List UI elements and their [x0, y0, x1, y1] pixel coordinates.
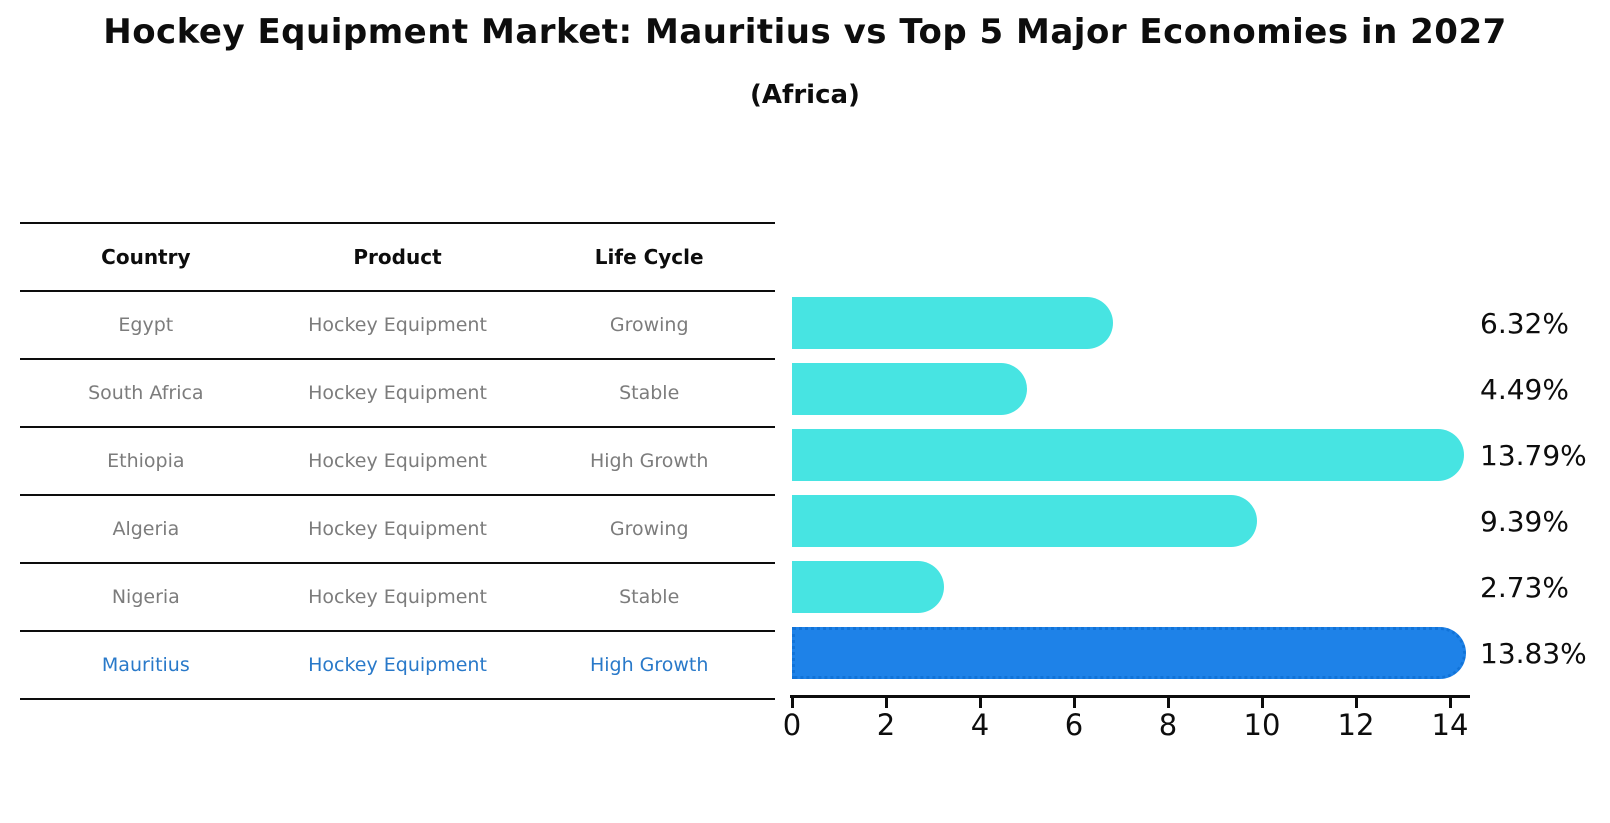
x-axis-line [790, 695, 1470, 698]
country-table: Country Product Life Cycle Egypt Hockey … [20, 222, 775, 700]
x-axis-tick [1261, 697, 1264, 708]
cell-life-cycle: Growing [609, 314, 689, 336]
x-axis-tick-label: 12 [1337, 708, 1375, 742]
bar-algeria [792, 495, 1257, 547]
cell-product: Hockey Equipment [308, 382, 487, 404]
cell-country: Algeria [112, 518, 180, 540]
cell-product: Hockey Equipment [308, 654, 487, 676]
cell-product: Hockey Equipment [308, 314, 487, 336]
cell-country: Egypt [118, 314, 174, 336]
x-axis-tick [791, 697, 794, 708]
header-product: Product [353, 245, 442, 269]
value-label-ethiopia: 13.79% [1480, 438, 1587, 472]
x-axis-tick-label: 0 [782, 708, 802, 742]
header-life-cycle: Life Cycle [594, 245, 704, 269]
x-axis-tick [1355, 697, 1358, 708]
x-axis-tick-label: 2 [876, 708, 896, 742]
cell-life-cycle: Stable [619, 586, 680, 608]
cell-country: Ethiopia [107, 450, 185, 472]
x-axis-tick-label: 8 [1158, 708, 1178, 742]
x-axis-tick [979, 697, 982, 708]
x-axis-tick [1073, 697, 1076, 708]
x-axis-tick [1167, 697, 1170, 708]
cell-life-cycle: High Growth [589, 450, 709, 472]
cell-product: Hockey Equipment [308, 586, 487, 608]
cell-product: Hockey Equipment [308, 450, 487, 472]
x-axis-tick-label: 14 [1431, 708, 1469, 742]
value-label-egypt: 6.32% [1480, 306, 1569, 340]
cell-country: South Africa [88, 382, 204, 404]
chart-subtitle: (Africa) [750, 80, 860, 110]
cell-product: Hockey Equipment [308, 518, 487, 540]
table-row: Algeria Hockey Equipment Growing [20, 494, 775, 562]
x-axis-tick [1449, 697, 1452, 708]
table-row: Egypt Hockey Equipment Growing [20, 290, 775, 358]
chart-title: Hockey Equipment Market: Mauritius vs To… [103, 12, 1507, 52]
table-row: South Africa Hockey Equipment Stable [20, 358, 775, 426]
bar-nigeria [792, 561, 944, 613]
table-row: Ethiopia Hockey Equipment High Growth [20, 426, 775, 494]
value-label-nigeria: 2.73% [1480, 570, 1569, 604]
header-country: Country [101, 245, 191, 269]
table-header-row: Country Product Life Cycle [20, 224, 775, 290]
table-row: Nigeria Hockey Equipment Stable [20, 562, 775, 630]
cell-country: Nigeria [111, 586, 180, 608]
bar-mauritius [792, 627, 1466, 679]
x-axis-tick [885, 697, 888, 708]
cell-life-cycle: Growing [609, 518, 689, 540]
x-axis-tick-label: 6 [1064, 708, 1084, 742]
bar-south-africa [792, 363, 1027, 415]
bar-ethiopia [792, 429, 1464, 481]
value-label-mauritius: 13.83% [1480, 636, 1587, 670]
cell-life-cycle: Stable [619, 382, 680, 404]
table-row-highlighted: Mauritius Hockey Equipment High Growth [20, 630, 775, 698]
x-axis-tick-label: 4 [970, 708, 990, 742]
cell-country: Mauritius [101, 654, 190, 676]
x-axis-tick-label: 10 [1243, 708, 1281, 742]
value-label-algeria: 9.39% [1480, 504, 1569, 538]
cell-life-cycle: High Growth [589, 654, 709, 676]
value-label-south-africa: 4.49% [1480, 372, 1569, 406]
bar-egypt [792, 297, 1113, 349]
